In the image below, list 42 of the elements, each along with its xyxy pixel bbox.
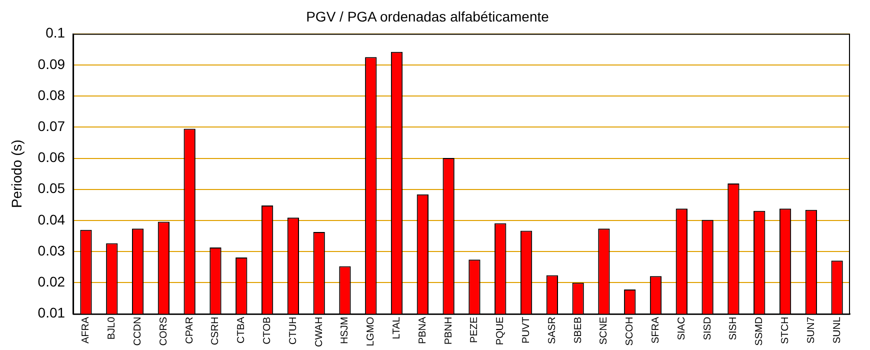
chart-title: PGV / PGA ordenadas alfabéticamente bbox=[306, 8, 550, 24]
x-tick-label: SASR bbox=[546, 316, 558, 344]
x-tick-label: SUNL bbox=[832, 316, 843, 344]
x-tick-label: PBNH bbox=[443, 316, 454, 345]
y-tick-label: 0.06 bbox=[38, 149, 66, 166]
x-tick-label: LTAL bbox=[392, 316, 403, 340]
x-tick-label: PEZE bbox=[469, 316, 480, 343]
x-tick-label: BJL0 bbox=[106, 316, 118, 340]
x-tick-label: HSJM bbox=[340, 316, 351, 344]
y-tick-label: 0.05 bbox=[38, 180, 66, 196]
y-axis-title: Periodo (s) bbox=[8, 140, 24, 208]
x-tick-label: PUVT bbox=[521, 316, 532, 344]
x-tick-label: CTBA bbox=[236, 316, 248, 344]
y-tick-label: 0.03 bbox=[38, 242, 66, 258]
x-tick-label: STCH bbox=[780, 316, 792, 344]
x-tick-label: LGMO bbox=[366, 316, 377, 346]
x-tick-label: SISH bbox=[728, 316, 740, 340]
x-tick-label: PBNA bbox=[417, 316, 428, 344]
y-tick-label: 0.04 bbox=[38, 211, 66, 228]
x-tick-label: CCDN bbox=[132, 316, 144, 346]
x-tick-label: SCNE bbox=[598, 316, 610, 345]
x-tick-label: SISD bbox=[702, 316, 714, 340]
x-tick-label: PQUE bbox=[495, 316, 506, 346]
x-tick-label: SUN7 bbox=[806, 316, 817, 344]
x-tick-label: SCOH bbox=[624, 316, 636, 346]
x-tick-label: SFRA bbox=[650, 316, 662, 344]
y-tick-label: 0.02 bbox=[38, 274, 66, 290]
x-tick-label: CWAH bbox=[314, 316, 325, 348]
x-tick-label: CSRH bbox=[210, 316, 222, 346]
x-tick-label: SBEB bbox=[572, 316, 584, 344]
y-tick-label: 0.09 bbox=[38, 56, 66, 72]
y-tick-label: 0.1 bbox=[46, 24, 66, 41]
x-tick-label: CPAR bbox=[184, 316, 196, 344]
y-tick-label: 0.08 bbox=[38, 86, 66, 103]
x-tick-label: CTUH bbox=[288, 316, 299, 345]
x-tick-label: CORS bbox=[158, 316, 170, 346]
x-tick-label: CTOB bbox=[262, 316, 274, 344]
y-tick-label: 0.01 bbox=[38, 304, 66, 321]
y-tick-label: 0.07 bbox=[38, 118, 66, 134]
x-tick-label: AFRA bbox=[80, 316, 92, 344]
x-tick-label: SSMD bbox=[754, 316, 766, 346]
x-tick-label: SIAC bbox=[676, 316, 688, 340]
